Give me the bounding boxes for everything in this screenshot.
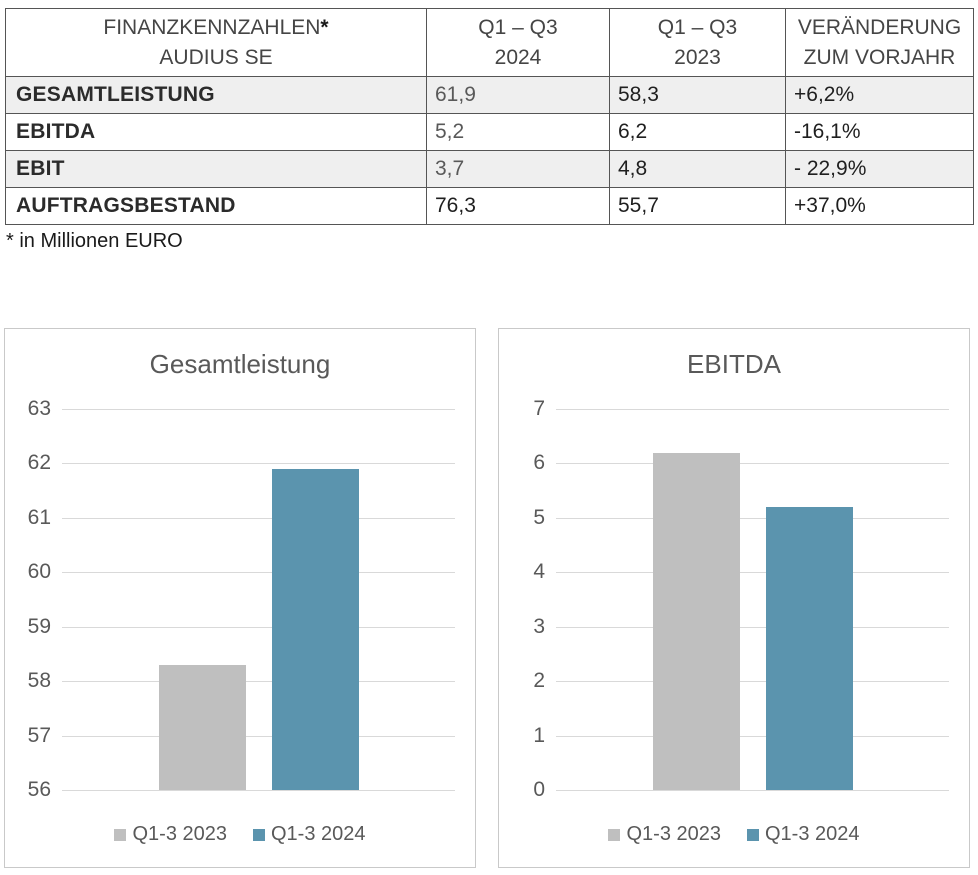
value-2023: 58,3 (609, 76, 786, 114)
value-2024: 3,7 (426, 150, 610, 188)
bar-q1-3-2023 (159, 664, 247, 790)
y-tick-label: 59 (27, 614, 51, 638)
table-footnote: * in Millionen EURO (6, 230, 183, 252)
row-label: EBITDA (5, 113, 427, 151)
legend-label: Q1-3 2023 (626, 823, 721, 845)
chart-legend: Q1-3 2023 Q1-3 2024 (499, 823, 969, 846)
chart-title: EBITDA (687, 349, 781, 379)
value-2024: 61,9 (426, 76, 610, 114)
header-change: VERÄNDERUNG ZUM VORJAHR (785, 8, 974, 77)
legend-item-2024: Q1-3 2024 (253, 823, 366, 846)
table-row-ebit: EBIT 3,7 4,8 - 22,9% (5, 150, 974, 188)
header-2023-line2: 2023 (674, 45, 721, 69)
gridline (62, 517, 455, 519)
legend-item-2023: Q1-3 2023 (608, 823, 721, 846)
legend-swatch-2023 (114, 828, 127, 841)
header-kpi-line1: FINANZKENNZAHLEN (103, 15, 321, 39)
gridline (62, 681, 455, 683)
table-row-auftragsbestand: AUFTRAGSBESTAND 76,3 55,7 +37,0% (5, 187, 974, 225)
legend-item-2024: Q1-3 2024 (747, 823, 860, 846)
gridline (62, 409, 455, 410)
header-kpi: FINANZKENNZAHLEN* AUDIUS SE (5, 8, 427, 77)
table-row-gesamtleistung: GESAMTLEISTUNG 61,9 58,3 +6,2% (5, 76, 974, 114)
header-q1q3-2023: Q1 – Q3 2023 (609, 8, 786, 77)
gridline (62, 790, 455, 791)
legend-swatch-2024 (253, 828, 265, 841)
plot-area (556, 409, 949, 791)
value-2024: 76,3 (426, 187, 610, 225)
footnote-asterisk: * (320, 15, 329, 39)
value-2023: 4,8 (609, 150, 786, 188)
y-tick-label: 58 (27, 669, 51, 693)
header-2023-line1: Q1 – Q3 (657, 15, 738, 39)
gridline (62, 572, 455, 574)
header-change-line2: ZUM VORJAHR (803, 45, 956, 69)
y-tick-label: 62 (27, 451, 51, 475)
y-tick-label: 63 (27, 397, 51, 420)
legend-swatch-2024 (747, 828, 759, 841)
header-kpi-line2: AUDIUS SE (159, 45, 273, 69)
y-tick-label: 7 (533, 397, 545, 420)
gridline (62, 463, 455, 465)
y-tick-label: 1 (533, 723, 545, 747)
value-2023: 55,7 (609, 187, 786, 225)
y-tick-label: 0 (533, 778, 545, 801)
plot-area (62, 409, 455, 791)
value-2023: 6,2 (609, 113, 786, 151)
row-label: GESAMTLEISTUNG (5, 76, 427, 114)
bar-q1-3-2024 (765, 506, 853, 790)
value-change: +6,2% (785, 76, 974, 114)
gridline (62, 626, 455, 628)
table-row-ebitda: EBITDA 5,2 6,2 -16,1% (5, 113, 974, 151)
value-change: - 22,9% (785, 150, 974, 188)
gridline (62, 735, 455, 737)
value-change: -16,1% (785, 113, 974, 151)
gridline (556, 681, 949, 683)
financial-kpi-table: FINANZKENNZAHLEN* AUDIUS SE Q1 – Q3 2024… (5, 8, 974, 225)
row-label: EBIT (5, 150, 427, 188)
legend-label: Q1-3 2024 (271, 823, 366, 845)
row-label: AUFTRAGSBESTAND (5, 187, 427, 225)
header-change-line1: VERÄNDERUNG (797, 15, 962, 39)
gridline (556, 735, 949, 737)
legend-swatch-2023 (608, 828, 621, 841)
header-2024-line2: 2024 (494, 45, 542, 69)
gridline (556, 409, 949, 410)
legend-item-2023: Q1-3 2023 (114, 823, 227, 846)
value-change: +37,0% (785, 187, 974, 225)
value-2024: 5,2 (426, 113, 610, 151)
chart-panel-ebitda: EBITDA Q1-3 2023 Q1-3 2024 7 6 5 4 3 2 1 0 (498, 328, 970, 868)
gridline (556, 572, 949, 574)
y-tick-label: 5 (533, 505, 545, 529)
legend-label: Q1-3 2024 (765, 823, 860, 845)
gridline (556, 517, 949, 519)
y-tick-label: 56 (27, 778, 51, 801)
bar-q1-3-2023 (653, 452, 741, 790)
gridline (556, 790, 949, 791)
table-header-row: FINANZKENNZAHLEN* AUDIUS SE Q1 – Q3 2024… (5, 8, 974, 77)
header-q1q3-2024: Q1 – Q3 2024 (426, 8, 610, 77)
y-tick-label: 57 (27, 723, 51, 747)
header-2024-line1: Q1 – Q3 (478, 15, 558, 39)
y-tick-label: 2 (533, 669, 545, 693)
chart-legend: Q1-3 2023 Q1-3 2024 (5, 823, 475, 846)
y-tick-label: 60 (27, 560, 51, 584)
y-tick-label: 3 (533, 614, 545, 638)
legend-label: Q1-3 2023 (132, 823, 227, 845)
chart-title: Gesamtleistung (149, 349, 331, 379)
bar-q1-3-2024 (271, 468, 359, 790)
gridline (556, 463, 949, 465)
gridline (556, 626, 949, 628)
y-tick-label: 6 (533, 451, 545, 475)
y-tick-label: 4 (533, 560, 545, 584)
chart-panel-gesamtleistung: Gesamtleistung Q1-3 2023 Q1-3 2024 63 62 6… (4, 328, 476, 868)
y-tick-label: 61 (27, 505, 51, 529)
